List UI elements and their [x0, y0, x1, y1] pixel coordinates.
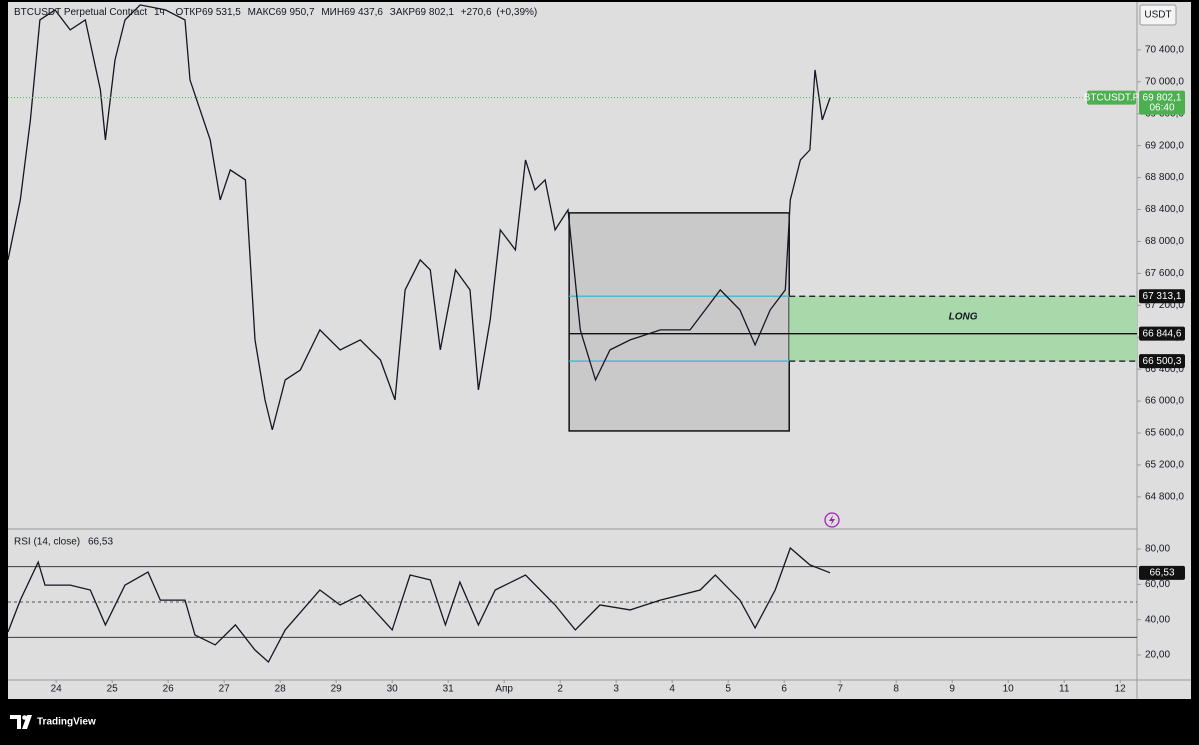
y-tick-label: 70 000,0 — [1145, 76, 1184, 87]
brand-logo-dot — [22, 715, 27, 720]
range-box — [568, 212, 790, 432]
y-tick-label: 65 600,0 — [1145, 428, 1184, 439]
x-tick-label: 24 — [51, 684, 63, 695]
level-tag — [1139, 326, 1185, 341]
y-tick-label: 66 400,0 — [1145, 364, 1184, 375]
x-tick-label: 6 — [781, 684, 787, 695]
symbol-tag — [1087, 90, 1136, 105]
x-tick-label: 31 — [443, 684, 455, 695]
change: +270,6 — [461, 7, 492, 18]
y-tick-label: 66 000,0 — [1145, 396, 1184, 407]
legend-header: BTCUSDT Perpetual Contract 1ч ОТКР69 531… — [14, 7, 537, 18]
x-tick-label: 11 — [1059, 684, 1070, 695]
x-tick-label: 28 — [275, 684, 287, 695]
low-key: МИН — [321, 7, 344, 18]
x-tick-label: 12 — [1115, 684, 1127, 695]
indicator-title: RSI (14, close) — [14, 537, 80, 548]
low-value: 69 437,6 — [344, 7, 383, 18]
y-tick-label: 60,00 — [1145, 579, 1170, 590]
x-tick-label: 7 — [837, 684, 843, 695]
change-percent: (+0,39%) — [496, 7, 537, 18]
brand-name: TradingView — [37, 717, 96, 728]
brand: TradingView — [10, 715, 96, 729]
indicator-tag-label: 66,53 — [1149, 567, 1174, 578]
y-tick-label: 40,00 — [1145, 614, 1170, 625]
x-tick-label: 4 — [669, 684, 675, 695]
x-tick-label: 3 — [613, 684, 619, 695]
alert-icon[interactable] — [824, 512, 840, 528]
alert-bolt — [829, 515, 835, 525]
currency-box[interactable] — [1139, 4, 1177, 26]
y-tick-label: 80,00 — [1145, 544, 1170, 555]
price-tag-label: 69 802,1 — [1143, 92, 1182, 103]
indicator-tag — [1139, 565, 1185, 580]
level-tag — [1139, 354, 1185, 369]
rsi-line — [7, 546, 831, 664]
currency: USDT — [1144, 10, 1171, 21]
y-tick-label: 68 000,0 — [1145, 236, 1184, 247]
indicator-value: 66,53 — [88, 537, 113, 548]
y-tick-label: 64 800,0 — [1145, 492, 1184, 503]
y-tick-label: 70 400,0 — [1145, 45, 1184, 56]
open-key: ОТКР — [176, 7, 203, 18]
x-tick-label: 8 — [893, 684, 899, 695]
interval: 1ч — [154, 7, 165, 18]
high-value: 69 950,7 — [276, 7, 315, 18]
x-tick-label: 5 — [725, 684, 731, 695]
open-value: 69 531,5 — [202, 7, 241, 18]
level-tag-label: 67 313,1 — [1143, 291, 1182, 302]
x-tick-label: 10 — [1003, 684, 1015, 695]
long-zone — [789, 296, 1137, 362]
x-tick-label: 29 — [331, 684, 343, 695]
level-tag — [1139, 289, 1185, 304]
x-tick-label: 30 — [387, 684, 399, 695]
x-tick-label: 26 — [163, 684, 175, 695]
y-tick-label: 69 200,0 — [1145, 140, 1184, 151]
level-tag-label: 66 500,3 — [1143, 356, 1182, 367]
zone-label: LONG — [949, 312, 978, 323]
high-key: МАКС — [248, 7, 276, 18]
symbol-tag-label: BTCUSDT.P — [1084, 92, 1140, 103]
x-tick-label: 25 — [107, 684, 119, 695]
y-tick-label: 67 600,0 — [1145, 268, 1184, 279]
x-tick-label: Апр — [495, 684, 513, 695]
x-tick-label: 9 — [949, 684, 955, 695]
close-value: 69 802,1 — [415, 7, 454, 18]
y-tick-label: 68 400,0 — [1145, 204, 1184, 215]
y-tick-label: 65 200,0 — [1145, 460, 1184, 471]
level-tag-label: 66 844,6 — [1143, 328, 1182, 339]
countdown: 06:40 — [1149, 102, 1174, 113]
price-tag — [1139, 90, 1185, 115]
x-tick-label: 27 — [219, 684, 231, 695]
symbol: BTCUSDT Perpetual Contract — [14, 7, 147, 18]
y-tick-label: 68 800,0 — [1145, 172, 1184, 183]
x-tick-label: 2 — [557, 684, 563, 695]
price-line — [7, 4, 831, 431]
y-tick-label: 67 200,0 — [1145, 300, 1184, 311]
y-tick-label: 20,00 — [1145, 650, 1170, 661]
close-key: ЗАКР — [390, 7, 416, 18]
